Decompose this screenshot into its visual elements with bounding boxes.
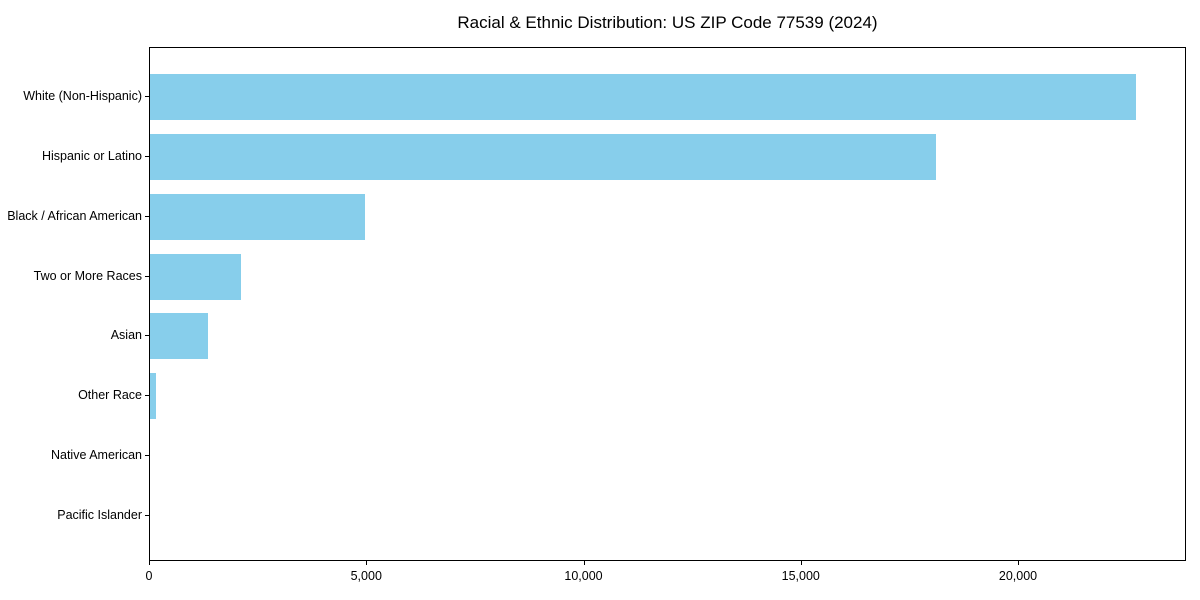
x-tick-label-15-000: 15,000 <box>781 569 820 583</box>
y-tick-label-two-or-more-races: Two or More Races <box>33 268 142 283</box>
x-tick-label-20-000: 20,000 <box>998 569 1038 583</box>
y-tick-mark <box>145 155 149 157</box>
y-tick-label-hispanic-or-latino: Hispanic or Latino <box>41 148 142 163</box>
y-tick-mark <box>145 514 149 516</box>
bar-two-or-more-races <box>150 253 242 300</box>
y-tick-label-pacific-islander: Pacific Islander <box>57 507 142 522</box>
x-tick-label-5-000: 5,000 <box>350 569 382 583</box>
y-tick-mark <box>145 455 149 457</box>
y-tick-label-native-american: Native American <box>50 448 142 463</box>
y-tick-mark <box>145 215 149 217</box>
y-tick-label-asian: Asian <box>110 328 142 343</box>
x-tick-mark <box>800 561 802 565</box>
bar-other-race <box>150 373 156 420</box>
x-tick-mark <box>149 561 150 565</box>
x-tick-mark <box>1018 561 1020 565</box>
x-tick-label-0: 0 <box>145 569 153 583</box>
y-tick-mark <box>145 335 149 337</box>
x-tick-label-10-000: 10,000 <box>564 569 603 583</box>
bar-asian <box>150 313 208 360</box>
bar-black-african-american <box>150 193 366 240</box>
chart-title: Racial & Ethnic Distribution: US ZIP Cod… <box>457 13 878 32</box>
y-tick-label-white-non-hispanic: White (Non-Hispanic) <box>23 89 142 103</box>
bar-hispanic-or-latino <box>150 133 937 180</box>
plot-area <box>149 47 1186 561</box>
y-tick-label-other-race: Other Race <box>78 388 142 403</box>
y-tick-mark <box>145 96 149 97</box>
y-tick-label-black-african-american: Black / African American <box>7 208 142 223</box>
bar-white-non-hispanic <box>150 74 1137 120</box>
x-tick-mark <box>583 561 585 565</box>
y-tick-mark <box>145 395 149 397</box>
y-tick-mark <box>145 275 149 277</box>
x-tick-mark <box>366 561 368 565</box>
